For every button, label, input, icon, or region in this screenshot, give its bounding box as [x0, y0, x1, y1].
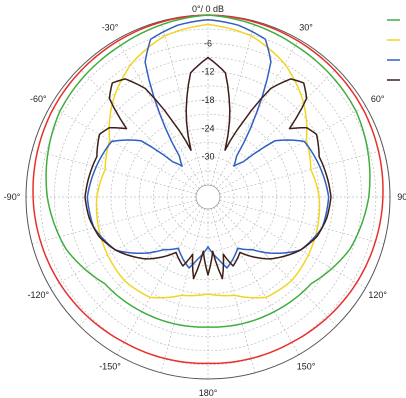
angle-label: 150° — [297, 362, 316, 372]
grid-spoke — [116, 207, 203, 355]
series-line-1 — [32, 14, 384, 365]
grid-spoke — [218, 202, 366, 289]
ring-label: -6 — [204, 38, 212, 48]
series-line-4 — [86, 18, 330, 269]
grid-ring — [82, 71, 334, 323]
zero-angle-label: 0°/ 0 dB — [192, 4, 224, 14]
angle-label: 120° — [368, 290, 387, 300]
grid-spoke — [210, 208, 256, 373]
angle-label: -60° — [30, 94, 47, 104]
angle-label: -30° — [102, 22, 119, 32]
angle-label: 60° — [371, 94, 385, 104]
series-line-2 — [45, 14, 371, 328]
grid-spoke — [50, 105, 198, 192]
grid-ring — [53, 42, 363, 352]
legend — [387, 19, 400, 81]
ring-label: -24 — [201, 123, 214, 133]
angle-label: -120° — [27, 290, 49, 300]
grid-ring — [181, 170, 235, 224]
angle-label: 90° — [397, 192, 406, 202]
grid-ring — [167, 156, 249, 238]
angle-label: 180° — [199, 388, 218, 398]
grid-ring — [153, 142, 263, 252]
series-line-3 — [95, 23, 321, 299]
series-line-5 — [84, 56, 332, 280]
ring-label: -30 — [201, 152, 214, 162]
axis-labels: 0°/ 0 dB -6 -12 -18 -24 -30 -30° 30° -60° 60° -90°… — [4, 4, 406, 398]
center-hole — [195, 184, 221, 210]
grid-ring — [124, 113, 292, 281]
ring-label: -18 — [201, 95, 214, 105]
grid-spoke — [160, 21, 206, 186]
series-layer — [32, 14, 384, 365]
angle-label: 30° — [299, 22, 313, 32]
ring-label: -12 — [201, 67, 214, 77]
grid-ring — [39, 28, 377, 366]
grid-ring — [138, 127, 278, 267]
angle-label: -90° — [4, 192, 21, 202]
angle-label: -150° — [99, 362, 121, 372]
